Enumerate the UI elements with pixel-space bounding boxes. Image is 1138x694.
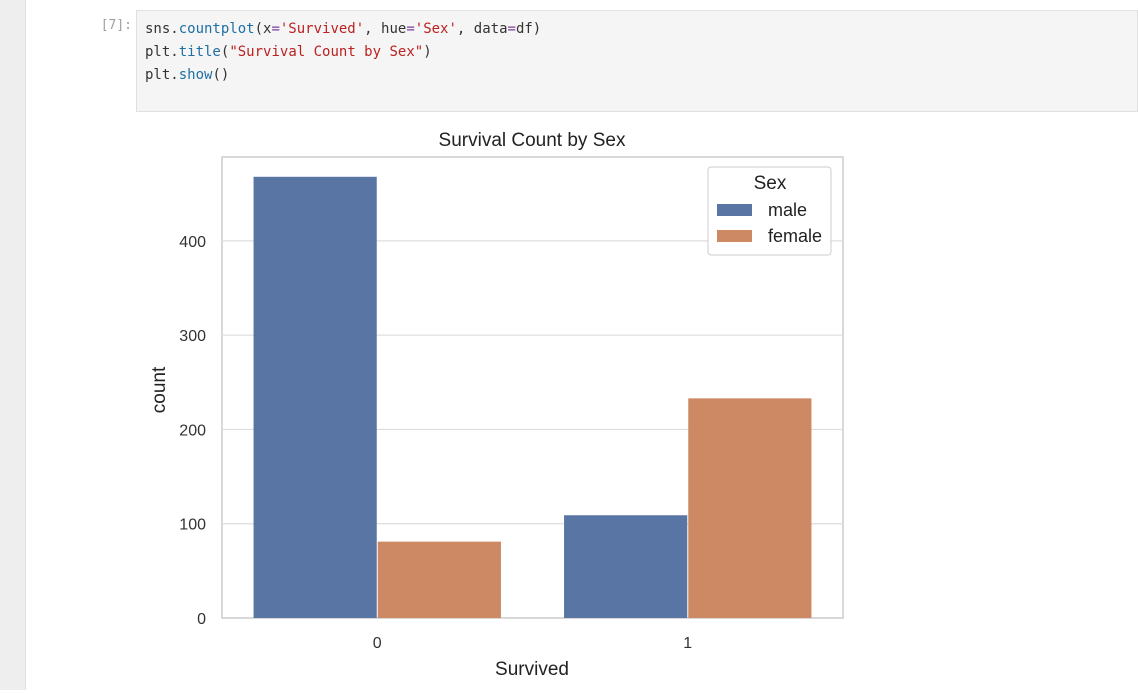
code-token: = bbox=[507, 21, 516, 37]
code-token: () bbox=[212, 67, 230, 83]
code-token: "Survival Count by Sex" bbox=[229, 44, 424, 60]
code-token: countplot bbox=[178, 21, 255, 37]
code-token: , hue bbox=[364, 21, 407, 37]
legend: Sex male female bbox=[707, 166, 832, 256]
x-axis-label: Survived bbox=[495, 659, 569, 680]
code-token: (x bbox=[254, 21, 272, 37]
x-tick-label: 1 bbox=[683, 635, 692, 652]
legend-label-male: male bbox=[768, 200, 807, 220]
chart-title: Survival Count by Sex bbox=[439, 130, 626, 151]
cell-prompt: [7]: bbox=[100, 18, 132, 33]
code-token: = bbox=[406, 21, 415, 37]
legend-swatch-female bbox=[717, 230, 752, 242]
code-token: 'Sex' bbox=[414, 21, 457, 37]
code-token: df) bbox=[515, 21, 542, 37]
code-token: plt. bbox=[145, 67, 179, 83]
y-tick-labels: 0 100 200 300 400 bbox=[179, 234, 206, 628]
bars bbox=[253, 176, 812, 618]
code-line: plt.show() bbox=[145, 64, 1137, 87]
x-tick-label: 0 bbox=[373, 635, 382, 652]
y-tick-label: 400 bbox=[179, 234, 206, 251]
code-line: sns.countplot(x='Survived', hue='Sex', d… bbox=[145, 18, 1137, 41]
bar-male-0 bbox=[253, 176, 377, 618]
code-token: ) bbox=[423, 44, 432, 60]
legend-title: Sex bbox=[754, 173, 787, 194]
bar-male-1 bbox=[564, 515, 688, 618]
code-token: plt. bbox=[145, 44, 179, 60]
y-tick-label: 0 bbox=[197, 611, 206, 628]
code-token: , data bbox=[456, 21, 508, 37]
code-token: title bbox=[178, 44, 221, 60]
notebook-left-gutter bbox=[0, 0, 26, 690]
code-line: plt.title("Survival Count by Sex") bbox=[145, 41, 1137, 64]
code-token: 'Survived' bbox=[279, 21, 365, 37]
code-cell[interactable]: sns.countplot(x='Survived', hue='Sex', d… bbox=[136, 10, 1138, 112]
y-tick-label: 200 bbox=[179, 422, 206, 439]
bar-female-0 bbox=[377, 541, 501, 618]
code-editor[interactable]: sns.countplot(x='Survived', hue='Sex', d… bbox=[137, 11, 1137, 87]
y-tick-label: 100 bbox=[179, 517, 206, 534]
code-token: sns. bbox=[145, 21, 179, 37]
code-token: = bbox=[271, 21, 280, 37]
y-tick-label: 300 bbox=[179, 328, 206, 345]
code-token: show bbox=[178, 67, 213, 83]
legend-label-female: female bbox=[768, 226, 822, 246]
legend-swatch-male bbox=[717, 204, 752, 216]
code-token: ( bbox=[220, 44, 230, 60]
bar-female-1 bbox=[688, 398, 812, 618]
y-axis-label: count bbox=[149, 366, 170, 413]
